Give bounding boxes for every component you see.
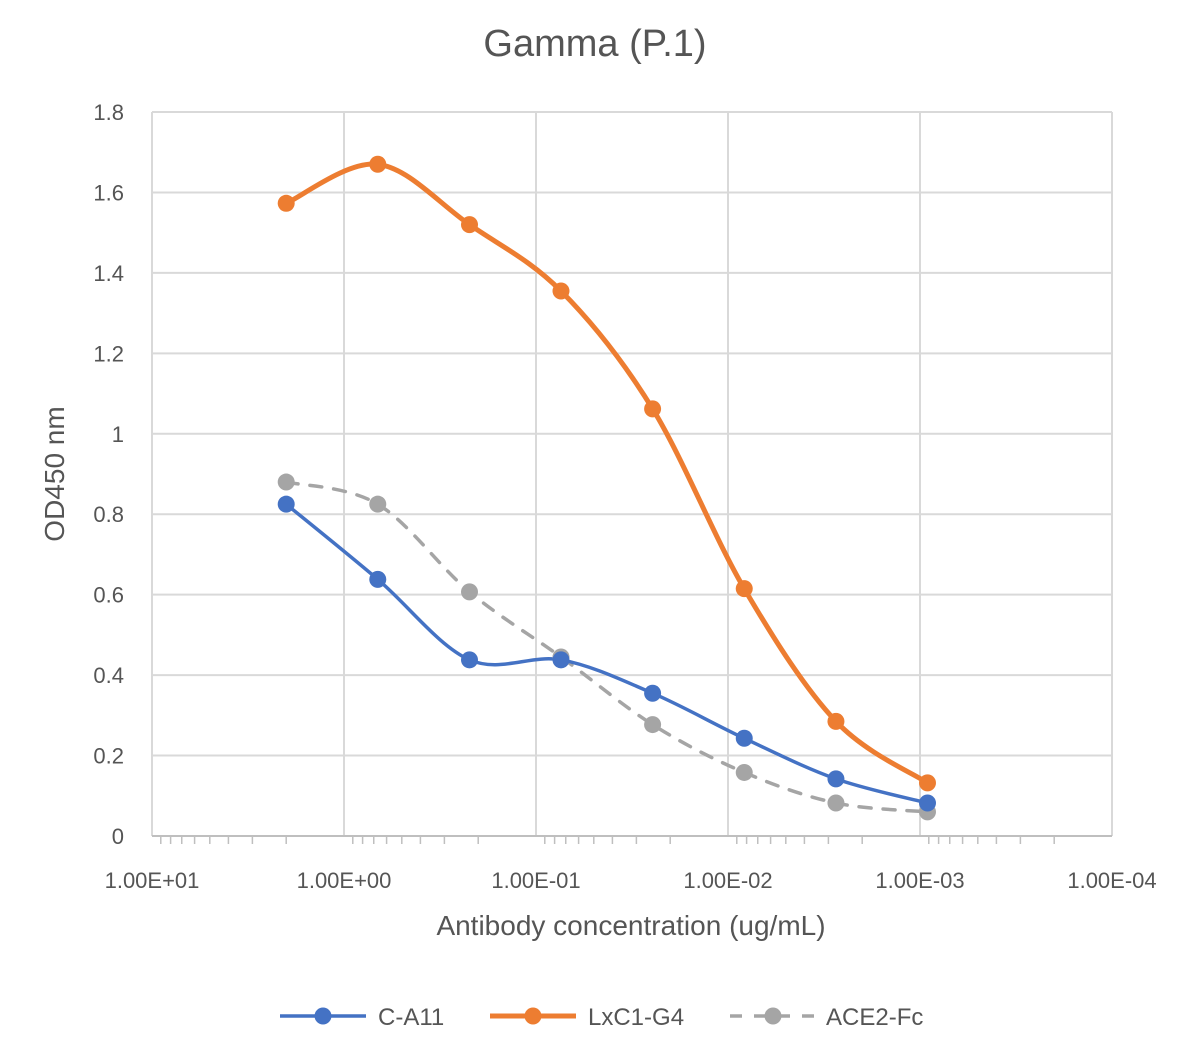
legend-label-lxc1-g4: LxC1-G4 bbox=[588, 1004, 684, 1031]
data-point-lxc1-g4 bbox=[552, 282, 570, 300]
data-point-ace2-fc bbox=[369, 495, 387, 513]
chart-title: Gamma (P.1) bbox=[483, 23, 706, 65]
y-tick-label: 0.6 bbox=[93, 583, 124, 608]
data-point-lxc1-g4 bbox=[461, 216, 479, 234]
data-point-c-a11 bbox=[369, 570, 387, 588]
x-tick-label: 1.00E-03 bbox=[875, 868, 964, 893]
y-tick-label: 1.2 bbox=[93, 341, 124, 366]
y-tick-label: 0.2 bbox=[93, 744, 124, 769]
data-point-c-a11 bbox=[644, 684, 662, 702]
data-point-c-a11 bbox=[552, 651, 570, 669]
data-point-c-a11 bbox=[277, 495, 295, 513]
y-tick-label: 1.6 bbox=[93, 180, 124, 205]
x-tick-label: 1.00E-04 bbox=[1067, 868, 1156, 893]
x-tick-label: 1.00E+01 bbox=[105, 868, 200, 893]
legend-marker-lxc1-g4 bbox=[524, 1007, 542, 1025]
y-tick-label: 1.8 bbox=[93, 100, 124, 125]
data-point-c-a11 bbox=[827, 770, 845, 788]
legend-label-ace2-fc: ACE2-Fc bbox=[826, 1004, 923, 1031]
data-point-lxc1-g4 bbox=[918, 774, 936, 792]
data-point-lxc1-g4 bbox=[735, 580, 753, 598]
data-point-c-a11 bbox=[735, 729, 753, 747]
series-line-ace2-fc bbox=[284, 480, 930, 814]
data-point-ace2-fc bbox=[644, 716, 662, 734]
axes: 0 0.2 0.4 0.6 0.8 1 1.2 1.4 1.6 1.8 1.00E+01 1.00E+… bbox=[93, 100, 1156, 893]
data-point-lxc1-g4 bbox=[277, 194, 295, 212]
legend-label-c-a11: C-A11 bbox=[378, 1004, 444, 1031]
y-axis-title: OD450 nm bbox=[39, 406, 70, 541]
legend-item-lxc1-g4: LxC1-G4 bbox=[490, 1004, 684, 1031]
y-tick-label: 0 bbox=[112, 824, 124, 849]
legend-marker-ace2-fc bbox=[764, 1007, 782, 1025]
data-point-ace2-fc bbox=[827, 794, 845, 812]
data-point-ace2-fc bbox=[735, 763, 753, 781]
series-line-lxc1-g4 bbox=[283, 161, 930, 786]
x-tick-label: 1.00E-01 bbox=[491, 868, 580, 893]
data-point-ace2-fc bbox=[277, 473, 295, 491]
x-axis-title: Antibody concentration (ug/mL) bbox=[436, 910, 825, 941]
series-line-c-a11 bbox=[284, 502, 930, 805]
data-point-lxc1-g4 bbox=[827, 712, 845, 730]
legend-item-ace2-fc: ACE2-Fc bbox=[730, 1004, 923, 1031]
data-point-ace2-fc bbox=[461, 583, 479, 601]
y-tick-label: 1.4 bbox=[93, 261, 124, 286]
series-markers bbox=[277, 155, 936, 821]
data-point-lxc1-g4 bbox=[644, 400, 662, 418]
y-tick-label: 0.8 bbox=[93, 502, 124, 527]
gridlines bbox=[151, 111, 1113, 836]
data-point-c-a11 bbox=[918, 794, 936, 812]
y-tick-label: 0.4 bbox=[93, 663, 124, 688]
legend-marker-c-a11 bbox=[314, 1007, 332, 1025]
series-lines bbox=[283, 161, 930, 814]
x-tick-label: 1.00E-02 bbox=[683, 868, 772, 893]
legend: C-A11 LxC1-G4 ACE2-Fc bbox=[280, 1004, 923, 1031]
y-tick-label: 1 bbox=[112, 422, 124, 447]
data-point-c-a11 bbox=[461, 651, 479, 669]
data-point-lxc1-g4 bbox=[369, 155, 387, 173]
legend-item-c-a11: C-A11 bbox=[280, 1004, 444, 1031]
x-tick-label: 1.00E+00 bbox=[297, 868, 392, 893]
